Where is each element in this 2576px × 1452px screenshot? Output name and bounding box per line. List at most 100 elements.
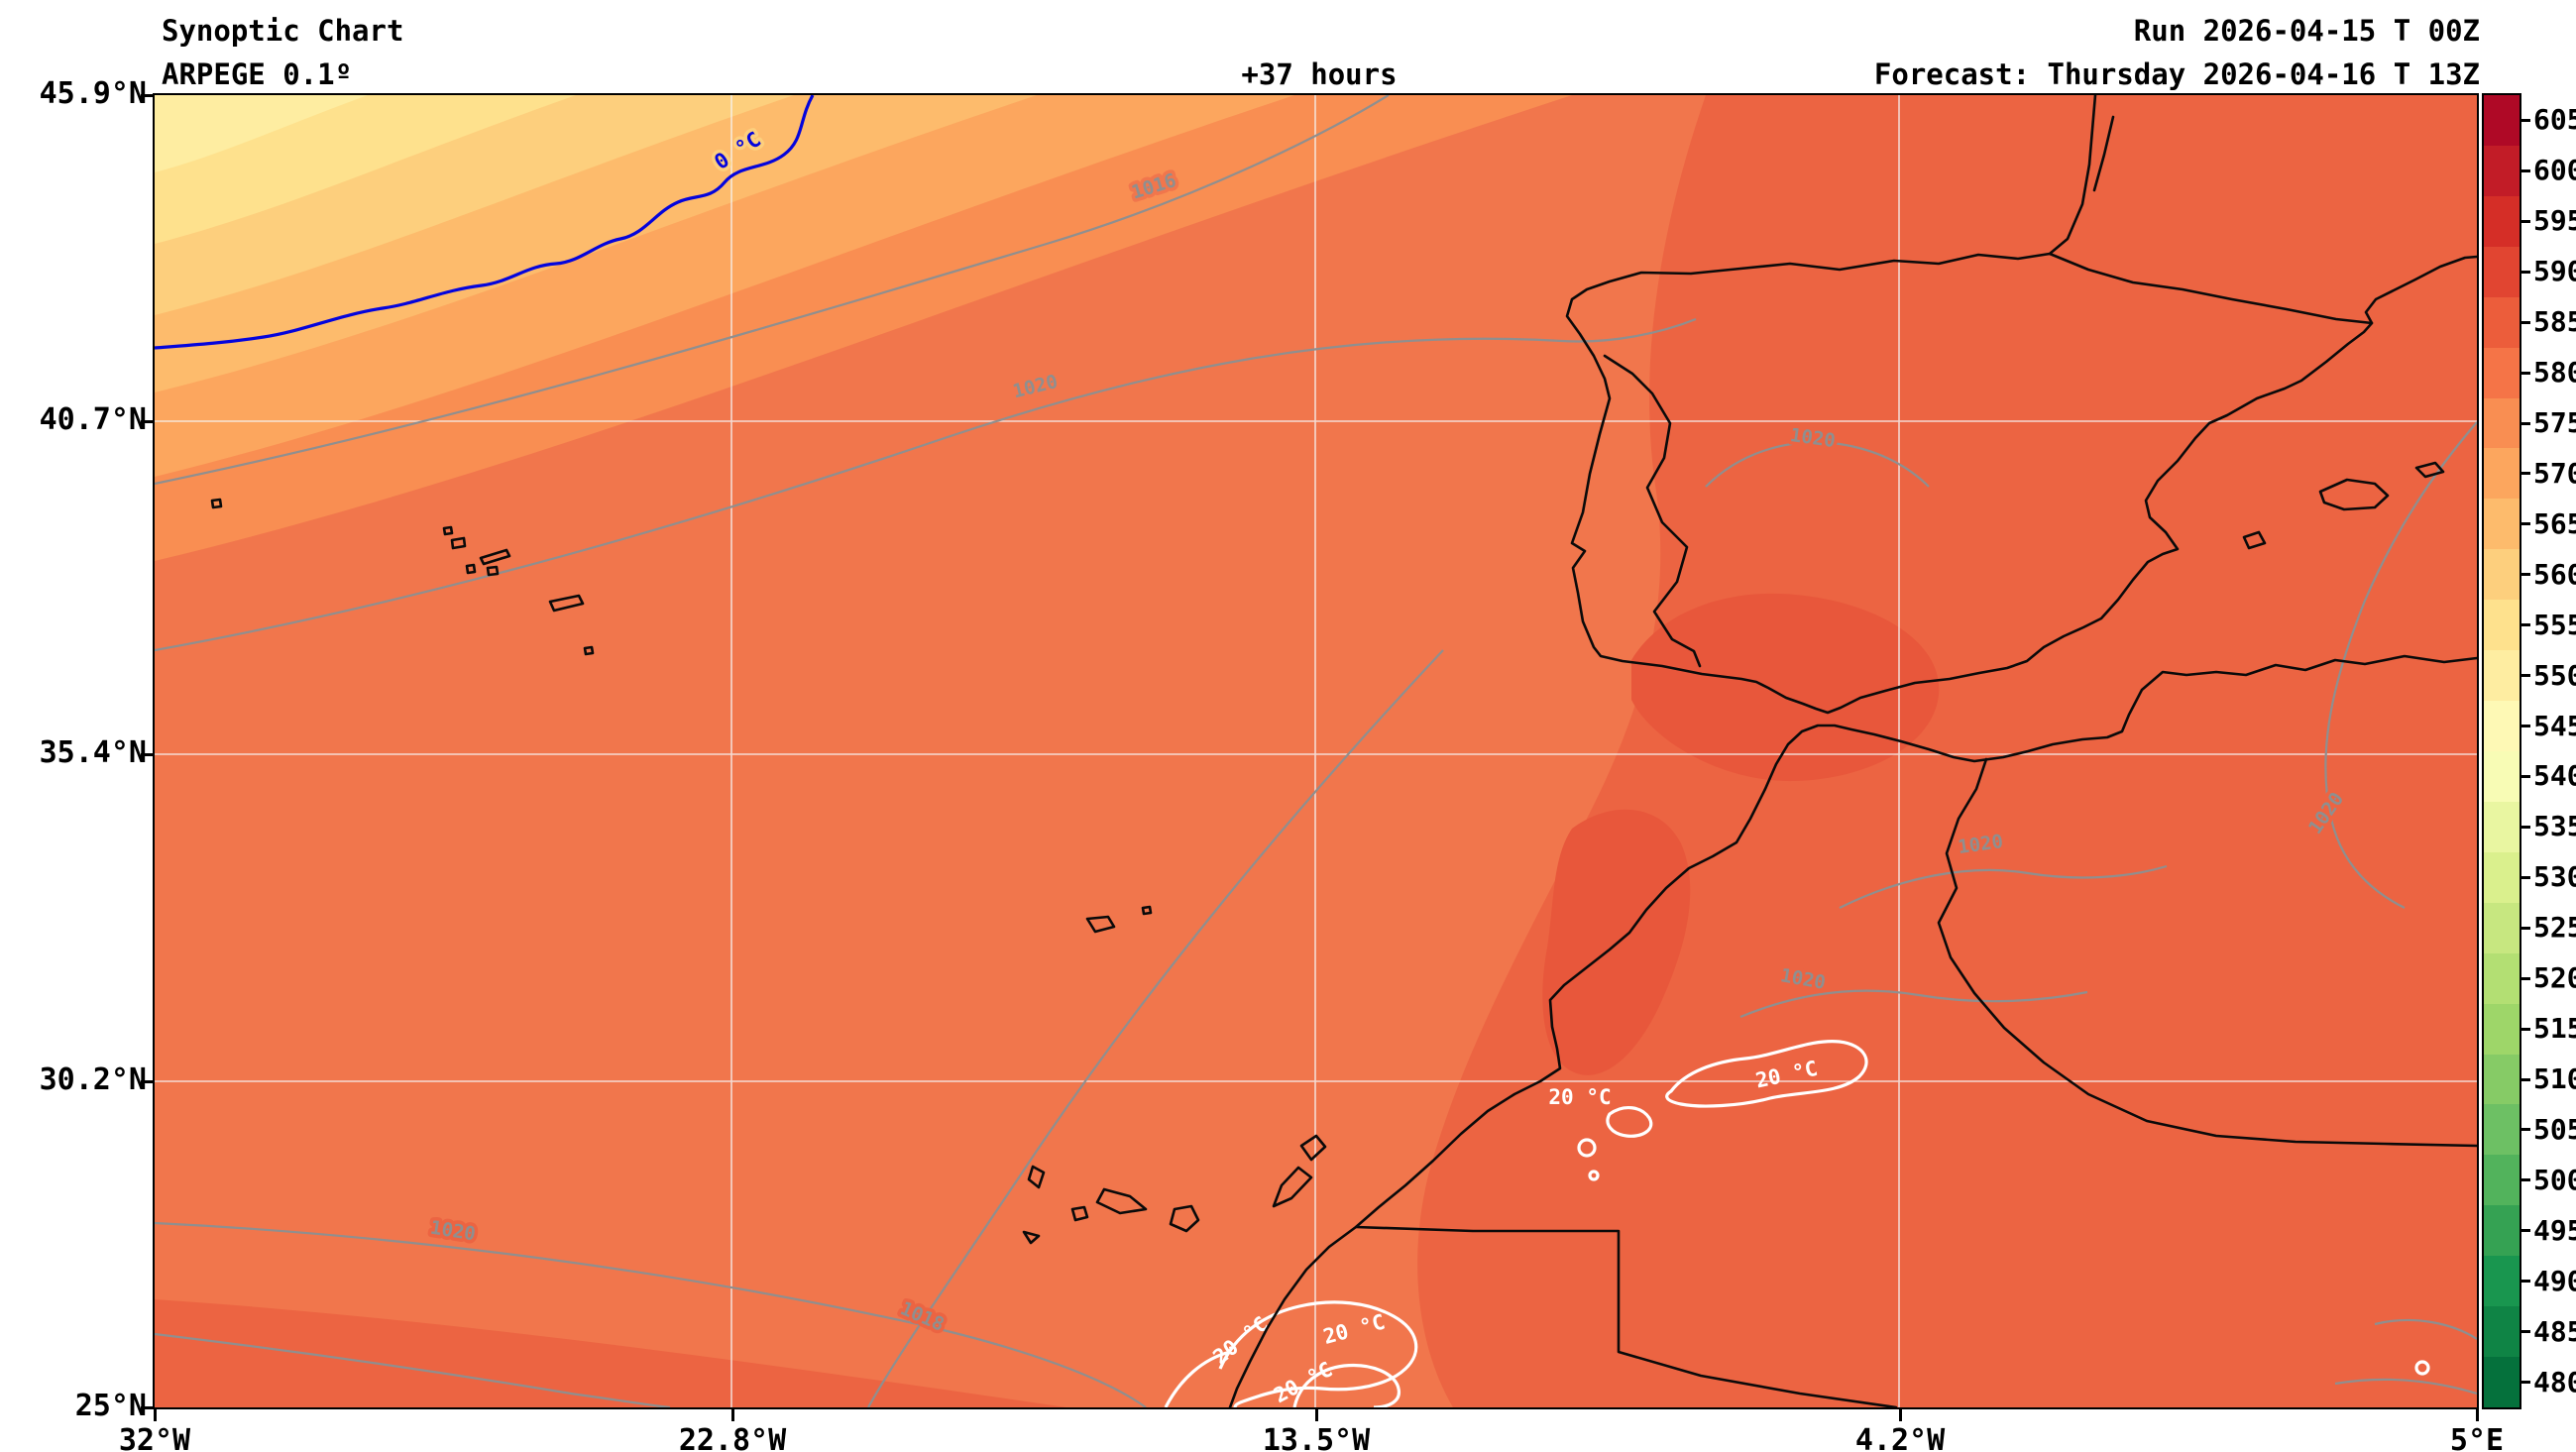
colorbar-tick-label: 525 [2533,911,2576,945]
colorbar-tick [2521,725,2530,728]
isobar-contour-1020 [155,317,1697,652]
colorbar-tick-label: 540 [2533,759,2576,793]
warm-contour [1164,1350,1231,1407]
colorbar-tick [2521,371,2530,375]
isobar-contour-atlantic [867,649,1444,1407]
lat-axis-tick [141,94,153,97]
colorbar-tick-label: 495 [2533,1213,2576,1247]
colorbar-segment [2484,902,2520,953]
colorbar-segment [2484,1054,2520,1105]
run-time-label: Run 2026-04-15 T 00Z [2133,14,2480,48]
colorbar-segment [2484,397,2520,449]
colorbar-tick [2521,1330,2530,1334]
colorbar-segment [2484,650,2520,702]
colorbar-tick-label: 520 [2533,961,2576,995]
synoptic-map: 1016 1020 1020 1020 1020 1020 1020 1018 … [155,95,2477,1407]
model-subtitle: ARPEGE 0.1º [162,57,353,91]
isobar-contour-1020-morocco-a [1839,864,2168,909]
lead-time-label: +37 hours [1241,57,1398,91]
colorbar-tick [2521,976,2530,980]
colorbar-tick [2521,926,2530,930]
colorbar-tick [2521,118,2530,122]
colorbar-tick [2521,1381,2530,1385]
border-morocco-algeria [1937,757,2477,1148]
colorbar-tick [2521,774,2530,778]
page-title: Synoptic Chart [162,14,404,48]
colorbar-tick-label: 605 [2533,103,2576,137]
isobar-contour-southwest [155,1221,1147,1407]
lat-tick-label: 45.9°N [39,76,147,111]
colorbar-tick-label: 480 [2533,1365,2576,1398]
isobar-contour-se-corner-b [2334,1378,2477,1396]
coastline-iberia-france [1565,95,2477,715]
lat-axis-tick [141,753,153,756]
graticule [155,95,2477,1407]
colorbar-tick-label: 560 [2533,557,2576,591]
lat-axis-tick [141,1406,153,1409]
isobar-label: 1020 [1789,424,1837,452]
forecast-time-label: Forecast: Thursday 2026-04-16 T 13Z [1873,57,2480,91]
colorbar-tick [2521,573,2530,577]
fill-region-585-southwest [155,1299,1066,1407]
colorbar-segment [2484,1357,2520,1407]
colorbar [2482,93,2521,1409]
warm-contour [1218,1300,1418,1407]
colorbar-tick-label: 505 [2533,1112,2576,1146]
colorbar-tick [2521,1229,2530,1233]
isobar-contour-1020-east [2324,421,2477,909]
colorbar-tick-label: 500 [2533,1163,2576,1196]
colorbar-segment [2484,448,2520,500]
coastline-north-africa [1228,654,2477,1407]
warm-contour [1588,1170,1600,1181]
colorbar-tick-label: 570 [2533,456,2576,490]
border-spain-portugal [1603,354,1702,668]
colorbar-segment [2484,145,2520,196]
coastlines [210,95,2477,1407]
freezing-level-contour [155,95,815,350]
colorbar-tick-label: 580 [2533,356,2576,390]
lat-tick-label: 35.4°N [39,735,147,770]
colorbar-tick [2521,270,2530,274]
isobar-contour-se-corner-a [2374,1318,2477,1340]
lon-tick-label: 5°E [2449,1423,2505,1452]
lat-axis-tick [141,420,153,423]
warm-contour [1577,1138,1597,1158]
colorbar-tick-label: 510 [2533,1062,2576,1095]
colorbar-segment [2484,1104,2520,1156]
colorbar-segment [2484,246,2520,297]
islands-canary-madeira [1022,905,1327,1245]
colorbar-segment [2484,801,2520,852]
isobar-contour-1020-morocco-b [1739,989,2088,1019]
warm-contour [2414,1360,2430,1376]
lat-tick-label: 40.7°N [39,402,147,437]
colorbar-tick [2521,674,2530,678]
colorbar-segment [2484,195,2520,247]
lon-tick-label: 4.2°W [1854,1423,1946,1452]
colorbar-segment [2484,296,2520,348]
colorbar-tick-label: 485 [2533,1314,2576,1348]
colorbar-tick-label: 575 [2533,406,2576,439]
lon-axis-tick [1315,1409,1318,1421]
colorbar-tick [2521,623,2530,627]
colorbar-segment [2484,1003,2520,1055]
warm-contour [1606,1106,1653,1138]
isobar-contour-1016 [155,95,1390,486]
islands-balearic [2242,461,2445,550]
border-spain-france [2048,252,2374,325]
lon-axis-tick [154,1409,157,1421]
colorbar-tick-label: 555 [2533,608,2576,641]
colorbar-segment [2484,600,2520,651]
isobar-contour-southwest-b [155,1332,671,1407]
isobar-contours [155,95,2477,1407]
colorbar-tick-label: 565 [2533,506,2576,540]
lon-tick-label: 22.8°W [678,1423,787,1452]
warm-contours [1164,1040,2430,1407]
colorbar-tick [2521,472,2530,476]
warm-contour [1292,1363,1400,1407]
warm-contour-label: 20 °C [1548,1085,1611,1109]
lat-axis-tick [141,1080,153,1083]
colorbar-segment [2484,750,2520,802]
colorbar-tick [2521,219,2530,223]
islands-azores [210,498,595,656]
lat-tick-label: 30.2°N [39,1062,147,1097]
